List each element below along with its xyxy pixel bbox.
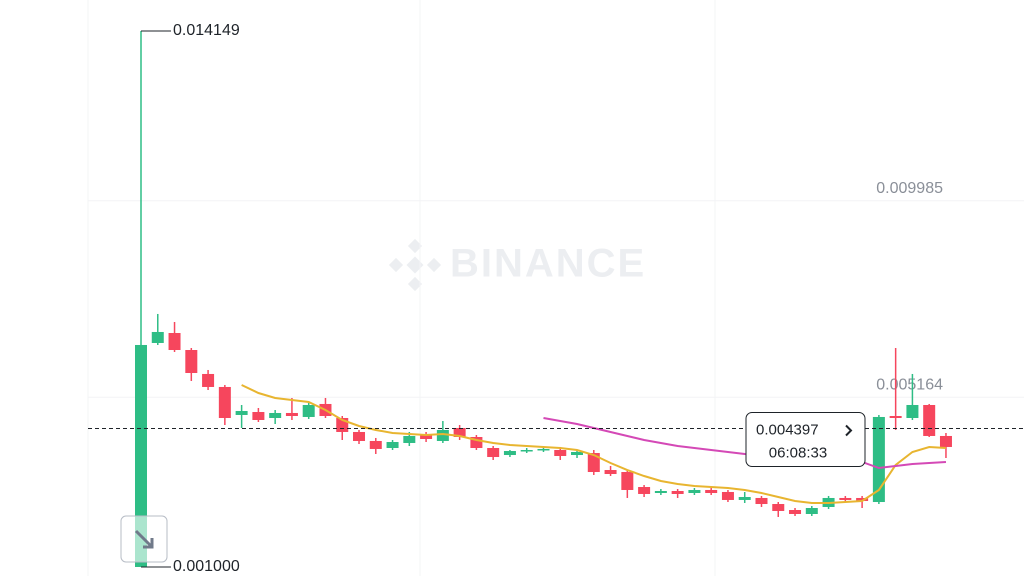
candle-body: [218, 386, 231, 418]
candle-body: [939, 435, 952, 447]
watermark-logo: [388, 238, 442, 292]
candle-body: [621, 472, 634, 490]
candle-body: [789, 510, 802, 514]
candle-body: [285, 412, 298, 416]
countdown: 06:08:33: [769, 444, 827, 461]
plot: 0.009985 0.005164 0.014149 0.001000 0.004397…: [88, 22, 1024, 575]
candle-body: [487, 448, 500, 458]
scroll-button[interactable]: [120, 515, 168, 563]
y-tick-label: 0.009985: [876, 180, 943, 197]
candle-body: [235, 410, 248, 415]
watermark: BINANCE: [388, 238, 646, 292]
y-tick-label: 0.005164: [876, 376, 943, 393]
candle-body: [353, 431, 366, 441]
candle-body: [755, 497, 768, 505]
candle-body: [537, 448, 550, 451]
watermark-text: BINANCE: [450, 242, 646, 286]
candle-body: [520, 449, 533, 452]
last-price-label: 0.004397: [756, 421, 819, 438]
candle-body: [135, 344, 147, 567]
candle-body: [805, 508, 818, 514]
candle-body: [269, 412, 282, 418]
candle-body: [604, 470, 617, 475]
candle-body: [386, 442, 399, 448]
max-label: 0.014149: [173, 22, 240, 39]
candle-body: [772, 504, 785, 511]
candle-body: [872, 416, 885, 503]
candle-body: [839, 497, 852, 500]
candle-body: [252, 412, 265, 420]
moving-average: [241, 384, 947, 504]
candle-body: [302, 404, 315, 417]
moving-average: [543, 417, 947, 470]
candle-body: [654, 491, 667, 494]
candle-body: [688, 489, 701, 494]
candle-body: [403, 435, 416, 443]
candle-body: [168, 333, 181, 351]
candle-body: [638, 487, 651, 494]
chevron: [845, 424, 853, 437]
candle-body: [503, 451, 516, 456]
candle-body: [906, 404, 919, 418]
candle-body: [671, 491, 684, 494]
candle-body: [470, 436, 483, 448]
candle-body: [923, 404, 936, 436]
candle-body: [889, 416, 902, 418]
min-label: 0.001000: [173, 558, 240, 575]
candle-body: [436, 429, 449, 441]
candle-body: [185, 350, 198, 373]
candle-body: [202, 373, 215, 387]
candle-body: [571, 451, 584, 456]
candle-body: [554, 449, 567, 456]
candle-body: [369, 440, 382, 449]
candle-body: [420, 434, 433, 439]
candle-body: [453, 427, 466, 437]
candle-body: [587, 453, 600, 473]
candle-body: [151, 331, 164, 343]
candle-body: [721, 491, 734, 500]
candle-body: [705, 489, 718, 494]
last-price-box: [745, 412, 866, 468]
button-icon: [134, 529, 154, 549]
candle-body: [738, 496, 751, 500]
candle-body: [856, 497, 869, 501]
